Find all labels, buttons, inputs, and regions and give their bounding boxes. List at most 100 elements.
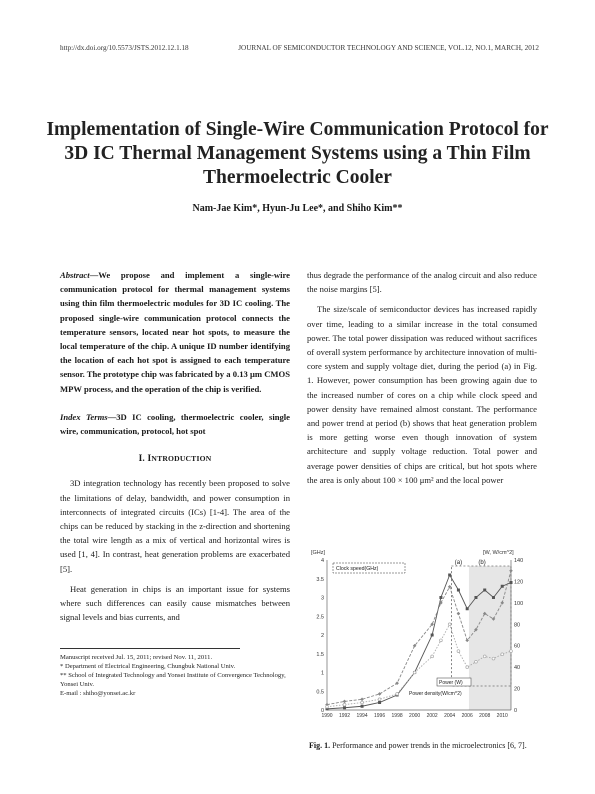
data-point [360, 704, 364, 708]
series-line-0 [326, 573, 512, 710]
x-tick-label: 2000 [409, 713, 420, 718]
data-point [465, 607, 469, 611]
data-point [439, 601, 443, 605]
right-axis-unit: [W, W/cm^2] [483, 550, 514, 556]
period-b-label: (b) [478, 560, 485, 566]
data-point [439, 596, 443, 599]
y-left-tick-label: 1 [321, 671, 324, 677]
x-tick-label: 2010 [497, 713, 508, 718]
data-point [474, 660, 478, 664]
y-left-tick-label: 4 [321, 558, 324, 564]
data-point [482, 611, 487, 616]
header-journal: JOURNAL OF SEMICONDUCTOR TECHNOLOGY AND … [238, 44, 539, 52]
footnote-rule [60, 648, 240, 649]
data-point [447, 622, 452, 627]
data-point [325, 707, 329, 711]
data-point [395, 692, 399, 696]
data-point [360, 697, 364, 702]
footnotes: Manuscript received Jul. 15, 2011; revis… [60, 653, 300, 698]
y-left-tick-label: 0 [321, 708, 324, 714]
data-point [430, 622, 434, 627]
series-line-1 [326, 570, 512, 706]
x-tick-label: 2004 [444, 713, 455, 718]
x-tick-label: 1996 [374, 713, 385, 718]
data-point [483, 588, 487, 592]
caption-text: Performance and power trends in the micr… [330, 741, 527, 750]
y-left-tick-label: 2.5 [316, 614, 324, 620]
x-tick-label: 2002 [427, 713, 438, 718]
intro-paragraph-1: 3D integration technology has recently b… [60, 478, 290, 574]
legend-clock-box [332, 562, 406, 574]
right-paragraph-1: thus degrade the performance of the anal… [307, 270, 537, 295]
index-terms-text: —3D IC cooling, thermoelectric cooler, s… [60, 411, 291, 437]
section-number: I. [138, 454, 145, 465]
data-point [412, 670, 417, 675]
x-tick-label: 1990 [321, 713, 332, 718]
data-point [500, 584, 504, 588]
abstract-label: Abstract [60, 270, 90, 280]
data-point [465, 665, 469, 669]
data-point [465, 638, 469, 643]
section-initial: I [147, 454, 152, 465]
footnote-received: Manuscript received Jul. 15, 2011; revis… [60, 654, 213, 661]
legend-clock: Clock speed(GHz) [336, 566, 379, 572]
left-axis-unit: [GHz] [311, 550, 326, 556]
data-point [509, 649, 513, 653]
data-point [448, 573, 452, 577]
data-point [395, 681, 399, 686]
data-point [360, 700, 364, 705]
data-point [430, 633, 434, 637]
data-point [500, 652, 504, 657]
data-point [447, 584, 452, 589]
footnote-affiliation-1: * Department of Electrical Engineering, … [60, 663, 236, 670]
y-left-tick-label: 3 [321, 596, 324, 602]
paper-title: Implementation of Single-Wire Communicat… [46, 119, 549, 188]
index-terms: Index Terms—3D IC cooling, thermoelectri… [60, 410, 290, 438]
caption-label: Fig. 1. [309, 741, 331, 750]
right-column: thus degrade the performance of the anal… [307, 268, 537, 487]
section-heading-introduction: I. INTRODUCTION [60, 452, 290, 466]
data-point [342, 699, 347, 704]
y-left-tick-label: 1.5 [316, 652, 324, 658]
legend-power-box [436, 677, 472, 687]
legend-power: Power (W) [439, 680, 463, 686]
right-paragraph-2: The size/scale of semiconductor devices … [307, 304, 537, 485]
data-point [412, 643, 417, 648]
x-tick-label: 1992 [339, 713, 350, 718]
data-point [343, 706, 347, 710]
y-right-tick-label: 80 [514, 622, 520, 628]
data-point [482, 654, 487, 659]
y-left-tick-label: 3.5 [316, 577, 324, 583]
figure-1-chart: (a) (b)[GHz] [W, W/cm^2]00.511.522.533.540… [311, 550, 523, 718]
period-dashed-box [451, 565, 512, 687]
author-list: Nam-Jae Kim*, Hyun-Ju Lee*, and Shiho Ki… [192, 203, 403, 214]
y-right-tick-label: 20 [514, 687, 520, 693]
data-point [456, 611, 461, 616]
data-point [342, 702, 347, 707]
left-column: Abstract—We propose and implement a sing… [60, 268, 290, 624]
y-right-tick-label: 120 [514, 579, 523, 585]
y-left-tick-label: 0.5 [316, 689, 324, 695]
data-point [474, 596, 478, 599]
data-point [377, 692, 382, 696]
y-left-tick-label: 2 [321, 633, 324, 639]
footnote-affiliation-2: ** School of Integrated Technology and Y… [60, 672, 286, 688]
data-point [325, 705, 329, 709]
abstract: Abstract—We propose and implement a sing… [60, 268, 290, 396]
intro-paragraph-2: Heat generation in chips is an important… [60, 583, 290, 623]
footnote-email: E-mail : shiho@yonsei.ac.kr [60, 690, 136, 697]
series-line-2 [326, 623, 512, 708]
y-right-tick-label: 40 [514, 665, 520, 671]
data-point [378, 701, 382, 704]
section-rest: NTRODUCTION [151, 454, 212, 464]
figure-caption: Fig. 1. Performance and power trends in … [309, 741, 539, 751]
y-right-tick-label: 100 [514, 601, 523, 607]
data-point [474, 627, 478, 632]
header-doi: http://dx.doi.org/10.5573/JSTS.2012.12.1… [60, 44, 189, 52]
data-point [509, 581, 513, 584]
data-point [456, 588, 460, 592]
x-tick-label: 2008 [479, 713, 490, 718]
data-point [439, 638, 443, 643]
data-point [509, 568, 513, 573]
data-point [491, 656, 496, 661]
